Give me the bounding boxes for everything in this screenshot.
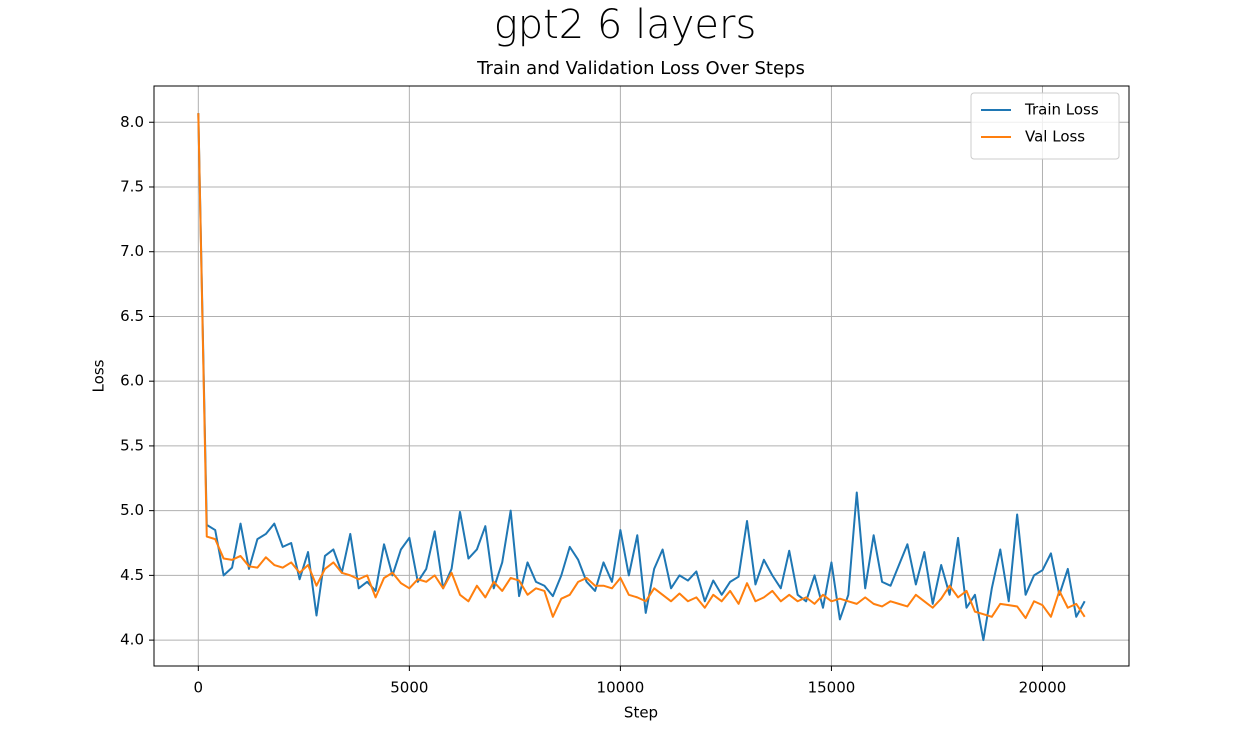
y-tick-label: 6.0: [120, 372, 144, 390]
x-axis-label: Step: [624, 704, 658, 722]
y-axis-label: Loss: [90, 359, 108, 392]
x-tick-label: 5000: [390, 679, 428, 697]
x-tick-label: 0: [194, 679, 204, 697]
legend-label: Train Loss: [1024, 101, 1099, 119]
legend-label: Val Loss: [1025, 128, 1085, 146]
y-tick-label: 7.0: [120, 242, 144, 260]
y-tick-label: 4.0: [120, 631, 144, 649]
y-tick-label: 5.0: [120, 501, 144, 519]
x-tick-label: 15000: [808, 679, 856, 697]
y-tick-label: 8.0: [120, 113, 144, 131]
series-line: [197, 113, 1086, 620]
y-tick-label: 5.5: [120, 436, 144, 454]
chart-suptitle: gpt2 6 layers: [494, 2, 757, 48]
plot-frame: [153, 85, 1130, 667]
y-tick-label: 4.5: [120, 566, 144, 584]
x-tick-label: 20000: [1019, 679, 1067, 697]
x-tick-label: 10000: [597, 679, 645, 697]
series-line: [197, 113, 1086, 642]
y-tick-label: 7.5: [120, 177, 144, 195]
y-tick-label: 6.5: [120, 307, 144, 325]
chart-title: Train and Validation Loss Over Steps: [476, 58, 805, 79]
